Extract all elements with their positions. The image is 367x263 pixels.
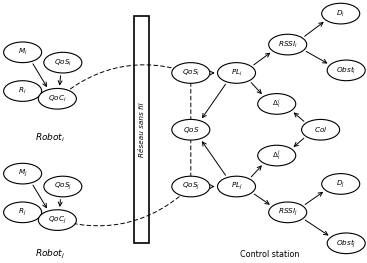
Ellipse shape (302, 119, 339, 140)
Text: $\Delta_i^{\,i}$: $\Delta_i^{\,i}$ (272, 97, 281, 110)
Ellipse shape (172, 63, 210, 83)
Text: $R_j$: $R_j$ (18, 206, 27, 218)
Text: $Col$: $Col$ (314, 125, 327, 134)
Text: $QoS_j$: $QoS_j$ (182, 181, 200, 192)
Text: $RSSI_j$: $RSSI_j$ (278, 206, 298, 218)
Text: $PL_i$: $PL_i$ (230, 68, 242, 78)
Ellipse shape (44, 176, 82, 197)
Ellipse shape (39, 88, 76, 109)
Ellipse shape (44, 52, 82, 73)
Bar (134, 16, 149, 243)
Text: $R_i$: $R_i$ (18, 86, 27, 96)
Ellipse shape (327, 233, 365, 254)
Text: $Obst_i$: $Obst_i$ (336, 65, 356, 76)
Text: $QoS_i$: $QoS_i$ (182, 68, 200, 78)
Text: $QoC_j$: $QoC_j$ (48, 214, 67, 226)
Ellipse shape (39, 210, 76, 230)
Ellipse shape (4, 81, 41, 101)
Text: Control station: Control station (240, 250, 299, 259)
Ellipse shape (172, 119, 210, 140)
Text: $QoS$: $QoS$ (182, 125, 199, 135)
Text: $D_i$: $D_i$ (336, 8, 345, 19)
Ellipse shape (218, 176, 255, 197)
Ellipse shape (258, 94, 296, 114)
Text: $M_i$: $M_i$ (18, 47, 28, 57)
Ellipse shape (4, 42, 41, 63)
Text: $Robot_j$: $Robot_j$ (35, 248, 65, 261)
Text: $M_j$: $M_j$ (18, 168, 28, 179)
Ellipse shape (327, 60, 365, 81)
Ellipse shape (4, 202, 41, 223)
Text: $\Delta_i^{\,j}$: $\Delta_i^{\,j}$ (272, 149, 281, 162)
Ellipse shape (269, 202, 307, 223)
Ellipse shape (172, 176, 210, 197)
Text: $PL_j$: $PL_j$ (230, 181, 243, 192)
Text: $D_j$: $D_j$ (336, 178, 345, 190)
Text: Réseau sans fil: Réseau sans fil (139, 103, 145, 157)
Text: $QoS_j$: $QoS_j$ (54, 181, 72, 192)
Ellipse shape (4, 163, 41, 184)
Text: $RSSI_i$: $RSSI_i$ (278, 39, 298, 50)
Ellipse shape (322, 174, 360, 194)
Ellipse shape (258, 145, 296, 166)
Ellipse shape (269, 34, 307, 55)
Ellipse shape (322, 3, 360, 24)
Text: $QoS_i$: $QoS_i$ (54, 58, 72, 68)
Text: $Obst_j$: $Obst_j$ (336, 237, 356, 250)
Ellipse shape (218, 63, 255, 83)
Text: $Robot_i$: $Robot_i$ (35, 131, 65, 144)
Text: $QoC_i$: $QoC_i$ (48, 94, 67, 104)
